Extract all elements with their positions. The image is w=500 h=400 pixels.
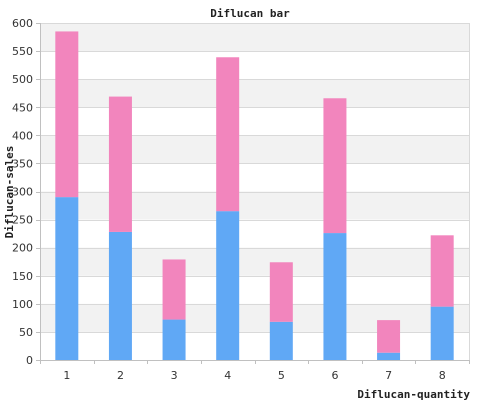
y-tick-label: 200 [12,242,33,255]
bar-segment-8-s2 [430,235,454,307]
y-tick-label: 550 [12,45,33,58]
grid-band [40,79,469,108]
bar-segment-5-s2 [269,262,293,322]
grid-band [40,303,469,332]
bar-segment-5-s1 [269,321,293,360]
x-tick-label: 6 [331,369,338,382]
bar-segment-3-s1 [162,319,186,360]
grid-band [40,135,469,164]
y-tick-label: 250 [12,214,33,227]
bar-segment-4-s2 [216,57,240,212]
y-tick-label: 350 [12,157,33,170]
bar-segment-2-s2 [108,96,132,232]
bar-segment-6-s2 [323,98,347,234]
x-axis-label: Diflucan-quantity [357,388,470,400]
bar-segment-6-s1 [323,233,347,360]
bar-segment-2-s1 [108,231,132,360]
x-tick-label: 1 [63,369,70,382]
x-tick-label: 8 [439,369,446,382]
x-tick-label: 3 [171,369,178,382]
y-tick-label: 0 [26,354,33,367]
bars [55,31,454,360]
x-tick-label: 4 [224,369,231,382]
bar-segment-4-s1 [216,211,240,360]
chart-title: Diflucan bar [210,7,290,20]
bar-segment-1-s1 [55,197,79,360]
x-tick-label: 2 [117,369,124,382]
x-tick-label: 7 [385,369,392,382]
y-tick-label: 150 [12,270,33,283]
bar-segment-8-s1 [430,306,454,360]
grid-band [40,191,469,220]
bar-segment-3-s2 [162,259,186,320]
bar-segment-1-s2 [55,31,79,198]
y-tick-label: 600 [12,17,33,30]
x-tick-label: 5 [278,369,285,382]
grid-band [40,247,469,276]
y-tick-label: 450 [12,101,33,114]
bar-segment-7-s2 [377,320,401,353]
y-tick-label: 300 [12,186,33,199]
grid-bands [40,23,469,332]
y-tick-label: 400 [12,129,33,142]
grid-band [40,23,469,52]
y-tick-label: 100 [12,298,33,311]
y-tick-label: 500 [12,73,33,86]
bar-segment-7-s1 [377,352,401,360]
y-axis-label: Diflucan-sales [3,146,16,239]
y-tick-label: 50 [19,326,33,339]
y-tick-labels: 0 50 100 150 200 250 300 350 400 450 500 550 600 [12,17,33,367]
axes [36,23,470,364]
x-tick-labels: 1 2 3 4 5 6 7 8 [63,369,445,382]
